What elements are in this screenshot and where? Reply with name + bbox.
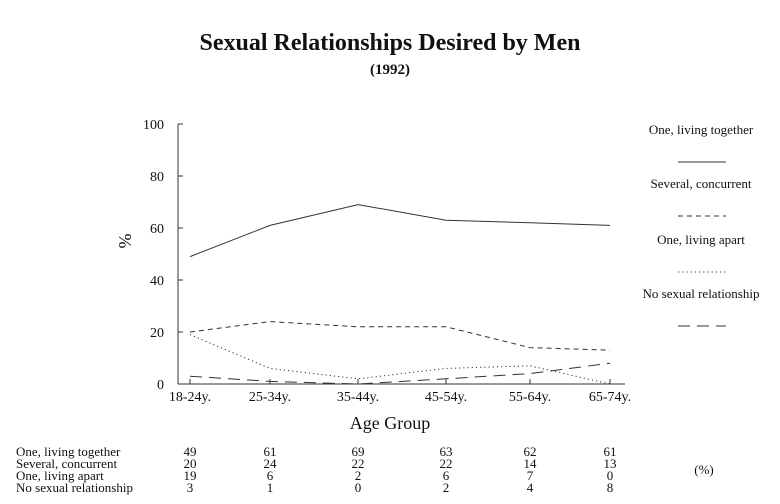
legend-label: No sexual relationship (643, 286, 760, 301)
y-tick-label: 60 (150, 222, 164, 237)
table-cell: 6 (443, 468, 450, 483)
table-row-label: No sexual relationship (16, 480, 133, 495)
x-tick-label: 18-24y. (169, 390, 211, 405)
legend-label: One, living together (649, 122, 754, 137)
table-cell: 6 (267, 468, 274, 483)
table-cell: 61 (264, 444, 277, 459)
table-cell: 20 (184, 456, 197, 471)
series-line-3 (189, 334, 611, 385)
table-cell: 69 (352, 444, 365, 459)
chart-series (189, 204, 611, 385)
data-table: One, living together 49 61 69 63 62 61Several,… (16, 444, 714, 495)
legend-label: One, living apart (657, 232, 745, 247)
table-cell: 62 (524, 444, 537, 459)
table-cell: 2 (355, 468, 362, 483)
table-cell: 19 (184, 468, 197, 483)
y-tick-label: 0 (157, 378, 164, 393)
table-cell: 14 (524, 456, 538, 471)
x-tick-label: 45-54y. (425, 390, 467, 405)
table-cell: 63 (440, 444, 453, 459)
y-tick-label: 40 (150, 274, 164, 289)
chart-subtitle: (1992) (370, 62, 410, 78)
x-tick-label: 25-34y. (249, 390, 291, 405)
chart-legend: One, living together Several, concurrent O… (643, 122, 760, 327)
table-cell: 24 (264, 456, 278, 471)
y-tick-label: 100 (143, 118, 164, 133)
table-unit: (%) (694, 462, 714, 477)
x-axis-title: Age Group (350, 413, 430, 433)
table-row-label: One, living apart (16, 468, 104, 483)
x-axis-ticks: 18-24y. 25-34y. 35-44y. 45-54y. 55-64y. 65-74… (169, 379, 631, 405)
x-tick-label: 55-64y. (509, 390, 551, 405)
table-cell: 0 (607, 468, 614, 483)
table-cell: 3 (187, 480, 194, 495)
series-line-1 (189, 204, 611, 258)
y-tick-label: 20 (150, 326, 164, 341)
table-cell: 1 (267, 480, 274, 495)
table-cell: 22 (440, 456, 453, 471)
table-cell: 2 (443, 480, 450, 495)
table-cell: 13 (604, 456, 617, 471)
y-axis-ticks: 0 20 40 60 80 100 (143, 118, 183, 393)
table-cell: 0 (355, 480, 362, 495)
table-row-label: One, living together (16, 444, 121, 459)
y-tick-label: 80 (150, 170, 164, 185)
table-cell: 7 (527, 468, 534, 483)
chart-title: Sexual Relationships Desired by Men (199, 30, 581, 56)
table-row-label: Several, concurrent (16, 456, 117, 471)
table-cell: 61 (604, 444, 617, 459)
series-line-2 (189, 321, 611, 351)
legend-label: Several, concurrent (650, 176, 751, 191)
chart-axes (177, 124, 625, 385)
series-line-4 (189, 362, 611, 385)
table-cell: 4 (527, 480, 534, 495)
table-cell: 8 (607, 480, 614, 495)
table-cell: 22 (352, 456, 365, 471)
x-tick-label: 65-74y. (589, 390, 631, 405)
y-axis-title: % (115, 234, 135, 249)
table-cell: 49 (184, 444, 197, 459)
x-tick-label: 35-44y. (337, 390, 379, 405)
